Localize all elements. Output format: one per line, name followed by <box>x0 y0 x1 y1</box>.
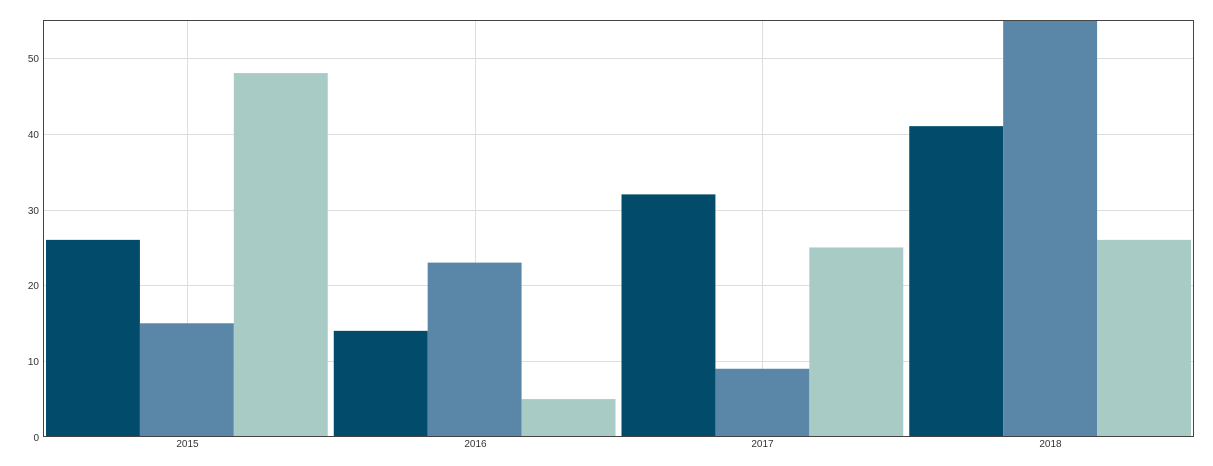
bar <box>427 262 522 437</box>
y-tick-label: 50 <box>28 54 40 65</box>
x-tick-label: 2018 <box>1039 439 1062 450</box>
bar <box>1003 20 1098 437</box>
bar <box>1097 239 1191 437</box>
x-tick-label: 2015 <box>176 439 199 450</box>
bar <box>233 73 328 437</box>
bar <box>909 126 1004 438</box>
bar <box>139 323 234 437</box>
bar <box>46 239 140 437</box>
bar <box>333 330 428 437</box>
x-tick-label: 2016 <box>464 439 487 450</box>
axes <box>43 20 1194 437</box>
y-tick-label: 30 <box>28 206 40 217</box>
x-tick-label: 2017 <box>751 439 774 450</box>
y-tick-label: 0 <box>33 433 39 444</box>
bar <box>621 194 716 437</box>
bar <box>809 247 904 437</box>
y-tick-label: 40 <box>28 130 40 141</box>
x-tick-labels: 2015 2016 2017 2018 <box>176 439 1062 450</box>
plot-frame <box>43 20 1194 437</box>
y-tick-label: 20 <box>28 281 40 292</box>
bars <box>46 20 1191 438</box>
bar <box>715 368 810 437</box>
y-tick-labels: 0 10 20 30 40 50 <box>28 54 40 444</box>
y-tick-label: 10 <box>28 357 40 368</box>
bar <box>521 399 616 437</box>
